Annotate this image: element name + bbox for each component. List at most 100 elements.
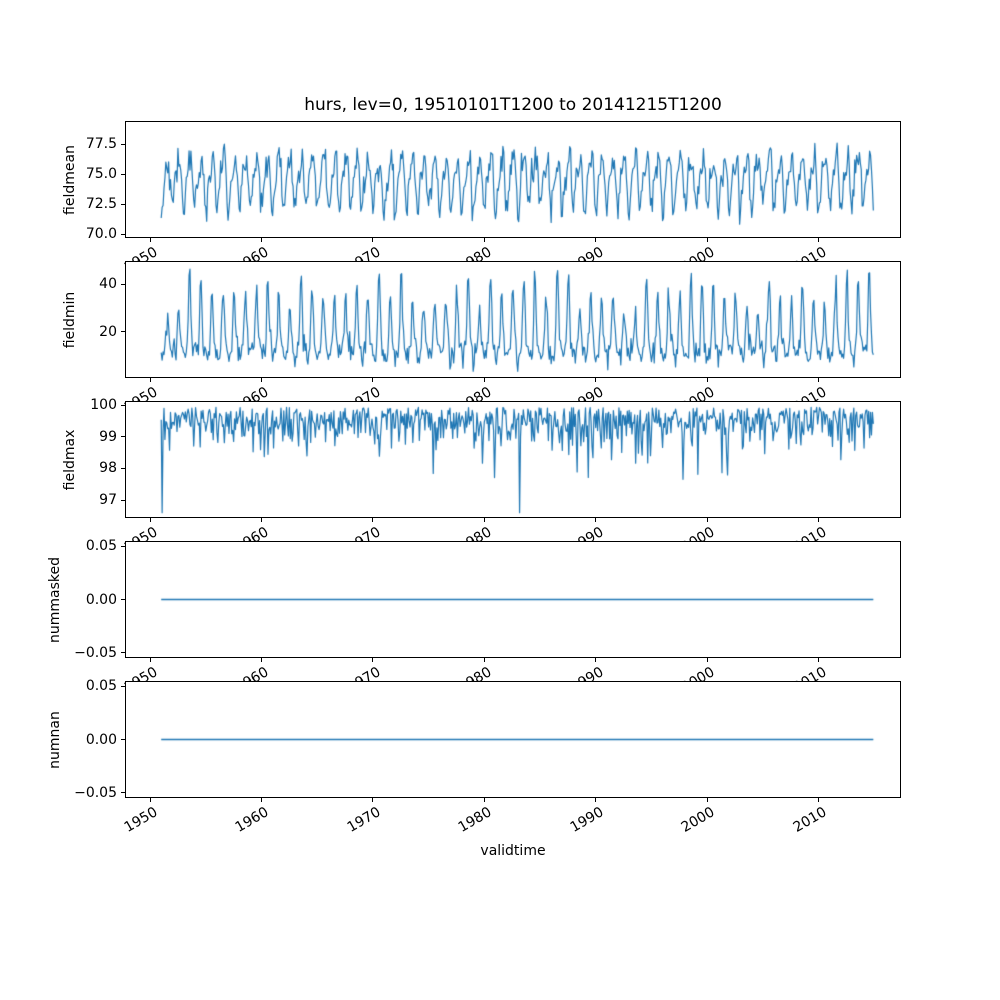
y-axis-label-nummasked: nummasked	[47, 556, 63, 643]
x-tick-label: 1970	[344, 664, 384, 696]
y-tick-mark	[121, 233, 125, 235]
axes-fieldmin	[125, 261, 901, 378]
x-tick-label: 1980	[455, 244, 495, 276]
y-tick-label: −0.05	[74, 784, 117, 801]
y-tick-mark	[121, 599, 125, 600]
y-tick-label: 70.0	[85, 226, 117, 243]
x-tick-label: 1990	[567, 244, 607, 276]
x-tick-mark	[260, 378, 262, 382]
y-tick-label: 40	[99, 276, 117, 293]
x-tick-label: 2000	[678, 664, 718, 696]
y-tick-label: −0.05	[74, 644, 117, 661]
x-tick-label: 1960	[233, 384, 272, 416]
x-tick-mark	[149, 378, 151, 382]
x-tick-label: 2010	[790, 384, 830, 416]
x-tick-label: 2010	[790, 804, 830, 836]
y-tick-mark	[121, 203, 125, 205]
x-tick-label: 1960	[233, 244, 272, 276]
x-tick-mark	[595, 378, 597, 382]
x-tick-mark	[818, 658, 820, 662]
y-tick-label: 0.05	[85, 538, 117, 555]
x-tick-label: 2010	[790, 524, 830, 556]
y-tick-mark	[121, 545, 125, 547]
x-tick-label: 1980	[455, 384, 495, 416]
chart-title: hurs, lev=0, 19510101T1200 to 20141215T1…	[304, 95, 722, 115]
x-tick-mark	[706, 378, 708, 382]
x-tick-label: 1990	[567, 804, 607, 836]
axes-fieldmax	[125, 401, 901, 518]
x-tick-mark	[706, 798, 708, 802]
x-tick-label: 1980	[455, 804, 495, 836]
x-tick-mark	[260, 798, 262, 802]
y-tick-label: 77.5	[85, 136, 117, 153]
x-tick-label: 2010	[790, 664, 830, 696]
x-tick-label: 1990	[567, 664, 607, 696]
y-tick-label: 0.05	[85, 678, 117, 695]
y-axis-label-fieldmean: fieldmean	[62, 144, 78, 215]
y-tick-mark	[121, 467, 125, 469]
x-tick-mark	[260, 658, 262, 662]
x-tick-mark	[483, 238, 485, 242]
y-tick-mark	[121, 331, 125, 333]
plot-line-canvas-fieldmax	[126, 402, 900, 517]
axes-fieldmean	[125, 121, 901, 238]
x-tick-label: 1950	[121, 804, 161, 836]
y-tick-label: 0.00	[85, 591, 117, 608]
y-tick-mark	[121, 739, 125, 740]
plot-line-canvas-fieldmin	[126, 262, 900, 377]
x-tick-mark	[372, 378, 374, 382]
x-tick-mark	[372, 798, 374, 802]
y-tick-label: 99	[99, 428, 117, 445]
axes-nummasked	[125, 541, 901, 658]
x-tick-label: 1970	[344, 244, 384, 276]
x-axis-label: validtime	[480, 843, 546, 859]
x-tick-mark	[260, 238, 262, 242]
x-tick-mark	[483, 518, 485, 522]
y-tick-label: 97	[99, 492, 117, 509]
plot-line-canvas-numnan	[126, 682, 900, 797]
x-tick-label: 1980	[455, 524, 495, 556]
x-tick-mark	[372, 518, 374, 522]
y-tick-mark	[121, 143, 125, 145]
x-tick-label: 1990	[567, 384, 607, 416]
x-tick-mark	[595, 238, 597, 242]
x-tick-mark	[818, 238, 820, 242]
y-axis-label-fieldmax: fieldmax	[62, 429, 78, 490]
y-axis-label-fieldmin: fieldmin	[62, 291, 78, 348]
axes-numnan	[125, 681, 901, 798]
x-tick-mark	[149, 518, 151, 522]
x-tick-label: 1970	[344, 804, 384, 836]
x-tick-mark	[149, 658, 151, 662]
x-tick-mark	[483, 658, 485, 662]
x-tick-label: 1960	[233, 524, 272, 556]
x-tick-mark	[706, 518, 708, 522]
x-tick-label: 1950	[121, 664, 161, 696]
y-tick-mark	[121, 404, 125, 406]
x-tick-mark	[818, 798, 820, 802]
y-tick-mark	[121, 436, 125, 438]
x-tick-mark	[595, 518, 597, 522]
x-tick-mark	[372, 238, 374, 242]
y-tick-label: 98	[99, 460, 117, 477]
x-tick-label: 1970	[344, 384, 384, 416]
x-tick-mark	[818, 518, 820, 522]
x-tick-mark	[483, 378, 485, 382]
x-tick-label: 2000	[678, 524, 718, 556]
x-tick-mark	[483, 798, 485, 802]
y-tick-mark	[121, 652, 125, 654]
y-tick-label: 20	[99, 323, 117, 340]
x-tick-mark	[260, 518, 262, 522]
x-tick-label: 2000	[678, 384, 718, 416]
x-tick-mark	[818, 378, 820, 382]
x-tick-mark	[149, 798, 151, 802]
x-tick-label: 1950	[121, 524, 161, 556]
x-tick-mark	[149, 238, 151, 242]
x-tick-label: 1970	[344, 524, 384, 556]
plot-line-canvas-nummasked	[126, 542, 900, 657]
x-tick-label: 1950	[121, 384, 161, 416]
x-tick-mark	[372, 658, 374, 662]
y-tick-mark	[121, 499, 125, 501]
x-tick-label: 2000	[678, 244, 718, 276]
y-axis-label-numnan: numnan	[47, 710, 63, 769]
